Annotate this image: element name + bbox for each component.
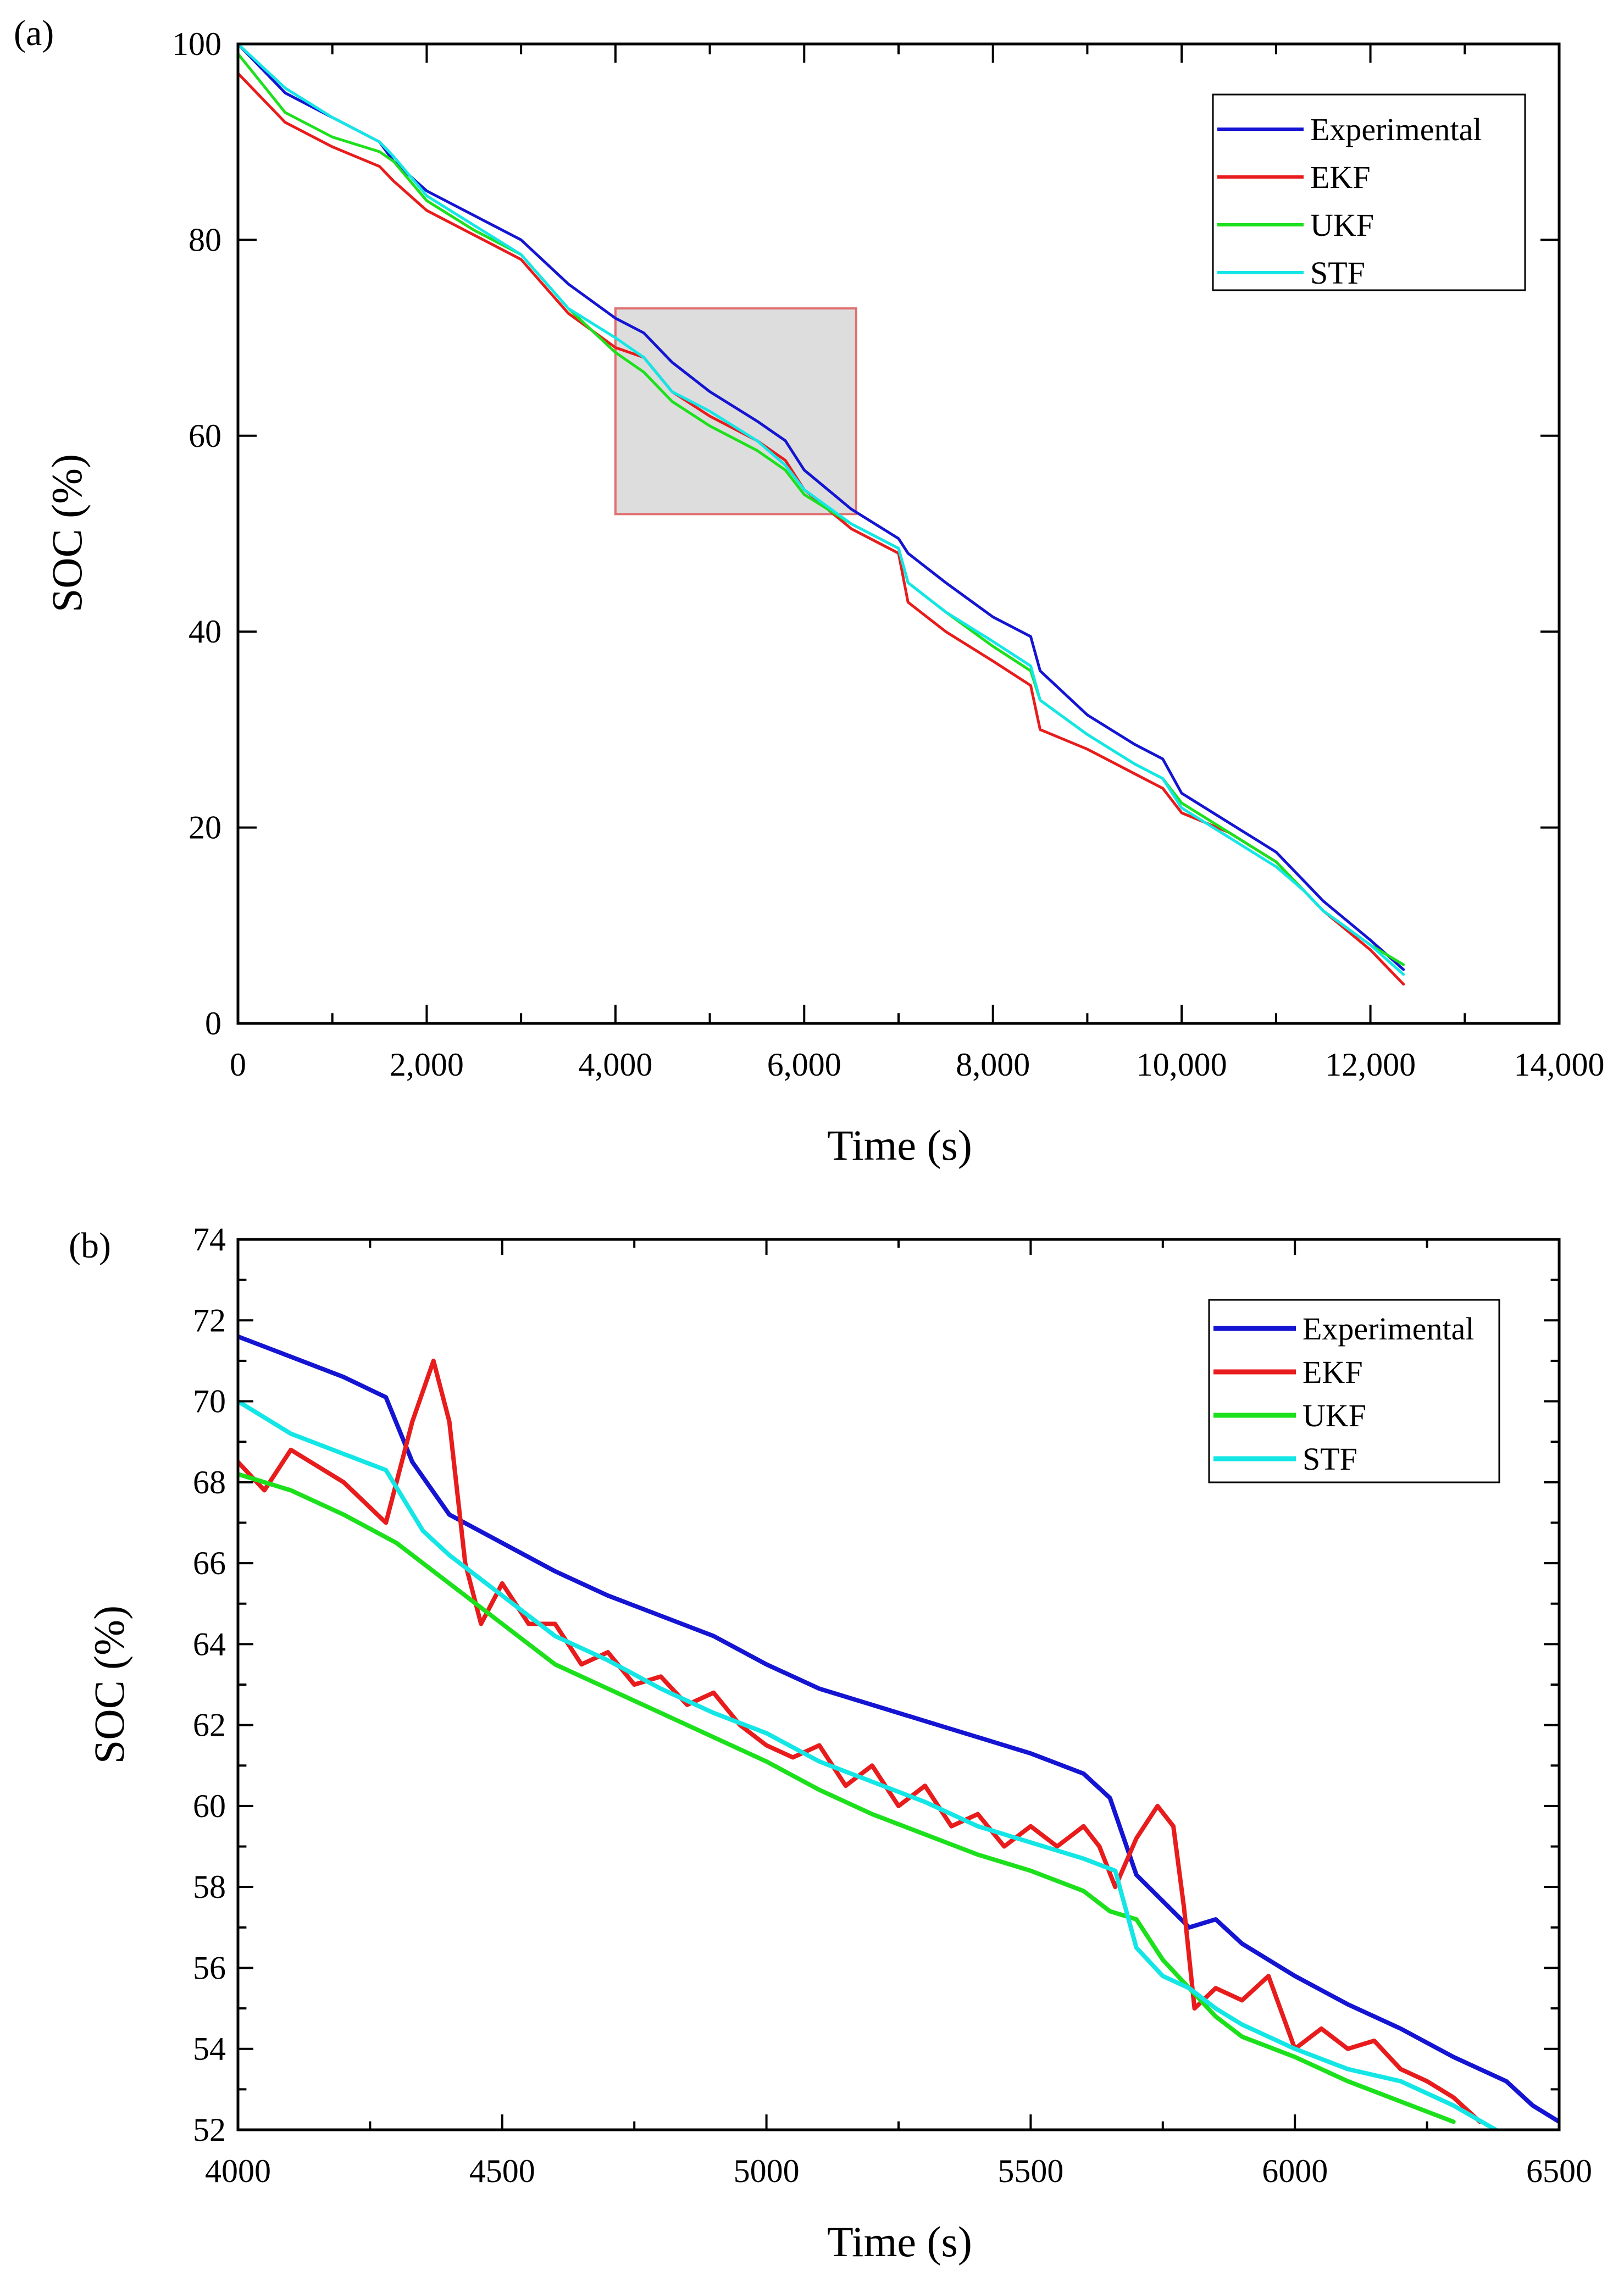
y-tick-label: 62 <box>193 1707 226 1743</box>
x-tick-label: 4000 <box>205 2153 271 2189</box>
x-tick-label: 5000 <box>734 2153 800 2189</box>
y-tick-label: 70 <box>193 1383 226 1420</box>
legend-label-experimental: Experimental <box>1310 112 1482 147</box>
x-tick-label: 4500 <box>469 2153 535 2189</box>
y-tick-label: 40 <box>189 613 221 650</box>
x-tick-label: 2,000 <box>390 1046 464 1083</box>
panel-label: (b) <box>69 1226 111 1266</box>
series-line-stf <box>238 44 1405 976</box>
y-tick-label: 20 <box>189 810 221 846</box>
y-axis-title: SOC (%) <box>43 454 91 612</box>
x-axis-title: Time (s) <box>827 2218 972 2266</box>
y-axis-title: SOC (%) <box>85 1605 133 1764</box>
y-tick-label: 60 <box>193 1788 226 1824</box>
x-tick-label: 5500 <box>997 2153 1063 2189</box>
legend-box <box>1212 93 1526 291</box>
panel-a: 0 2,000 4,000 6,000 8,000 10,000 12,000 14,000 0… <box>14 13 1605 1169</box>
x-tick-label: 0 <box>230 1046 246 1083</box>
y-tick-label: 58 <box>193 1869 226 1905</box>
y-tick-label: 52 <box>193 2112 226 2148</box>
legend-label-ukf: UKF <box>1302 1398 1366 1433</box>
panel-label: (a) <box>14 13 54 53</box>
legend: Experimental EKF UKF STF <box>1208 1299 1500 1483</box>
series-line-experimental <box>238 44 1405 971</box>
panel-b: 4000 4500 5000 5500 6000 6500 52 54 56 58 60 62 64 66… <box>69 1221 1592 2266</box>
series-line-ukf <box>238 1472 1456 2124</box>
x-tick-label: 8,000 <box>956 1046 1030 1083</box>
y-tick-label: 54 <box>193 2031 226 2067</box>
y-tick-label: 100 <box>172 26 221 62</box>
x-tick-label: 4,000 <box>578 1046 652 1083</box>
legend-label-stf: STF <box>1310 255 1365 291</box>
series-line-ekf <box>238 1358 1482 2124</box>
y-tick-label: 64 <box>193 1626 226 1662</box>
y-tick-label: 68 <box>193 1464 226 1500</box>
y-tick-label: 74 <box>193 1221 226 1258</box>
y-tick-label: 0 <box>205 1005 221 1042</box>
x-tick-label: 10,000 <box>1137 1046 1227 1083</box>
series-line-ekf <box>238 72 1405 986</box>
y-tick-label: 56 <box>193 1950 226 1986</box>
x-tick-label: 6500 <box>1526 2153 1592 2189</box>
x-tick-label: 6000 <box>1262 2153 1328 2189</box>
legend-label-ukf: UKF <box>1310 207 1374 243</box>
legend-label-stf: STF <box>1302 1441 1357 1477</box>
y-tick-label: 80 <box>189 221 221 258</box>
legend-label-ekf: EKF <box>1302 1354 1363 1390</box>
y-tick-label: 60 <box>189 418 221 454</box>
x-tick-label: 12,000 <box>1325 1046 1416 1083</box>
x-axis-title: Time (s) <box>827 1121 972 1169</box>
series-line-experimental <box>238 1334 1559 2124</box>
legend-label-experimental: Experimental <box>1302 1311 1474 1347</box>
series-group <box>238 1334 1559 2130</box>
legend-label-ekf: EKF <box>1310 159 1371 195</box>
y-tick-label: 72 <box>193 1302 226 1338</box>
series-line-stf <box>238 1399 1498 2130</box>
legend: Experimental EKF UKF STF <box>1212 93 1526 291</box>
x-tick-label: 6,000 <box>767 1046 841 1083</box>
y-tick-label: 66 <box>193 1545 226 1581</box>
series-group <box>238 44 1405 986</box>
x-tick-label: 14,000 <box>1514 1046 1605 1083</box>
